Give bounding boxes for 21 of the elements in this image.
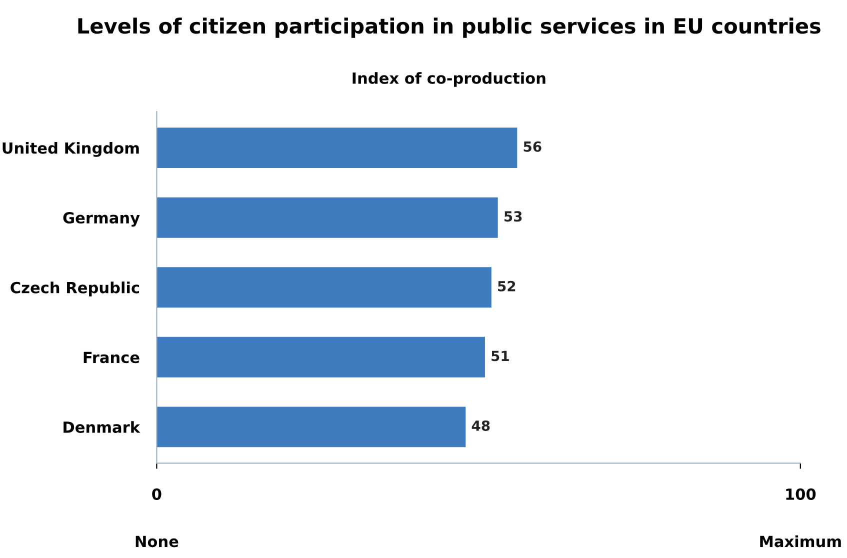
bar: [156, 267, 492, 308]
y-tick-label: Germany: [63, 212, 140, 227]
chart-subtitle: Index of co-production: [352, 72, 546, 87]
data-label: 52: [498, 280, 516, 292]
data-label: 53: [504, 211, 522, 222]
text: Maximum: [760, 535, 841, 548]
chart-title: Levels of citizen participation in public services in EU countries: [78, 18, 820, 38]
bar: [156, 406, 466, 448]
bar: [156, 128, 518, 168]
data-label: 56: [524, 141, 542, 152]
y-tick-label: Denmark: [64, 421, 140, 433]
x-tick-label: 0: [152, 488, 162, 500]
data-label: 48: [472, 420, 490, 431]
bar: [156, 197, 498, 238]
data-label: 51: [492, 350, 509, 362]
x-tick-label: 100: [786, 488, 816, 500]
y-tick-label: Czech Republic: [10, 282, 140, 296]
y-tick-label: United Kingdom: [2, 142, 139, 157]
text: None: [136, 536, 178, 548]
bar: [156, 336, 485, 378]
y-tick-label: France: [84, 352, 140, 364]
